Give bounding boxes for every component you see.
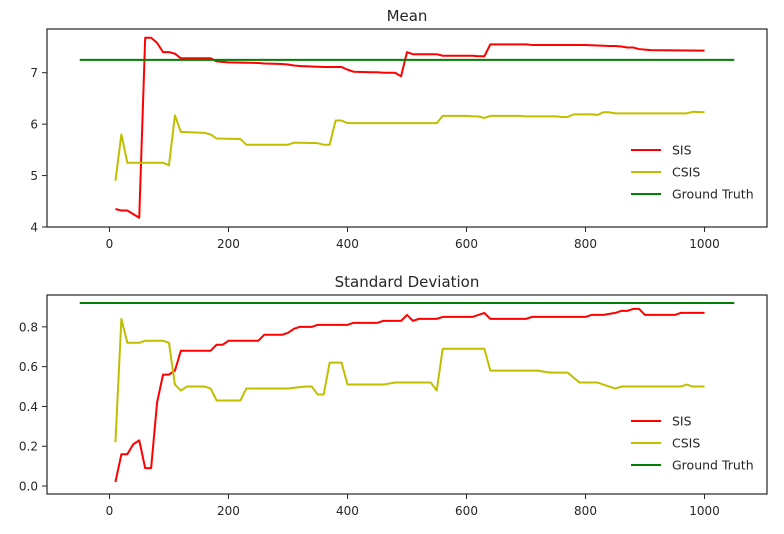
std-xtick-label: 200	[217, 504, 240, 518]
mean-xtick-label: 600	[455, 237, 478, 251]
std-legend: SIS CSIS Ground Truth	[631, 414, 754, 473]
std-ytick-label: 0.4	[19, 400, 38, 414]
mean-xtick-label: 0	[106, 237, 114, 251]
mean-legend-label: CSIS	[672, 165, 700, 180]
mean-chart: Mean 0 200 400 600 800 1000 4 5 6 7 SIS CSIS Ground T…	[30, 7, 768, 251]
mean-axes-frame	[46, 28, 768, 228]
std-ytick-label: 0.0	[19, 480, 38, 494]
std-legend-label: Ground Truth	[672, 458, 754, 473]
std-ytick-label: 0.6	[19, 360, 38, 374]
mean-xtick-label: 800	[574, 237, 597, 251]
mean-series-csis	[114, 110, 705, 181]
mean-legend-label: Ground Truth	[672, 187, 754, 202]
mean-xtick-label: 200	[217, 237, 240, 251]
std-ytick-label: 0.2	[19, 440, 38, 454]
mean-xtick-label: 1000	[689, 237, 720, 251]
mean-ytick-label: 7	[30, 66, 38, 80]
std-legend-label: SIS	[672, 414, 692, 429]
std-ytick-label: 0.8	[19, 320, 38, 334]
std-xtick-label: 800	[574, 504, 597, 518]
mean-xtick-label: 400	[336, 237, 359, 251]
std-xtick-label: 1000	[689, 504, 720, 518]
std-xtick-label: 600	[455, 504, 478, 518]
std-title: Standard Deviation	[335, 273, 480, 291]
mean-ytick-label: 6	[30, 118, 38, 132]
std-axes-frame	[46, 294, 768, 495]
std-xtick-label: 0	[106, 504, 114, 518]
std-series-csis	[114, 317, 705, 443]
std-chart: Standard Deviation 0 200 400 600 800 1000 0.0 0.…	[19, 273, 768, 518]
mean-title: Mean	[387, 7, 428, 25]
mean-legend-label: SIS	[672, 143, 692, 158]
mean-series-sis	[115, 36, 705, 219]
mean-ytick-label: 4	[30, 221, 38, 235]
std-legend-label: CSIS	[672, 436, 700, 451]
mean-legend: SIS CSIS Ground Truth	[631, 143, 754, 202]
mean-ytick-label: 5	[30, 169, 38, 183]
std-series-sis	[114, 307, 705, 483]
std-xtick-label: 400	[336, 504, 359, 518]
